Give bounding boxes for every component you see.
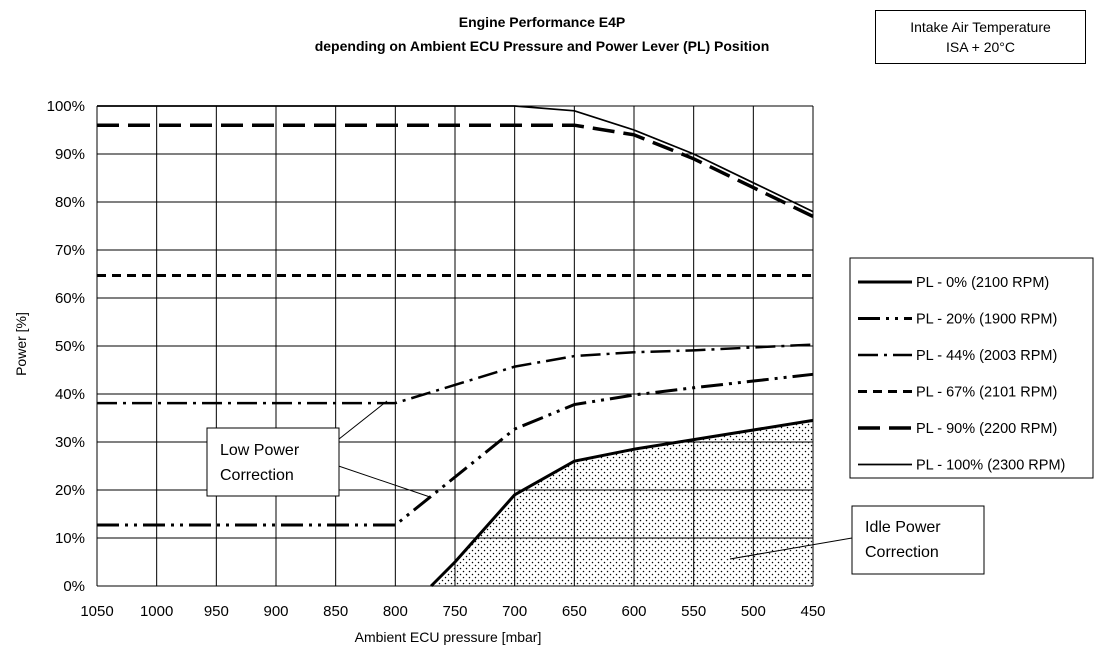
legend-label-4: PL - 90% (2200 RPM) (916, 421, 1057, 437)
x-tick-label-2: 950 (204, 603, 229, 620)
idle-power-label-line-1: Idle Power (865, 519, 941, 536)
legend-box (849, 257, 1094, 479)
legend-label-1: PL - 20% (1900 RPM) (916, 312, 1057, 328)
x-tick-label-6: 750 (442, 603, 467, 620)
y-tick-label-6: 60% (55, 290, 85, 307)
chart-title-line-1: Engine Performance E4P (459, 14, 626, 30)
y-tick-label-10: 100% (47, 98, 85, 115)
idle-power-annotation: Idle Power Correction (729, 505, 985, 575)
y-tick-label-4: 40% (55, 386, 85, 403)
x-tick-label-1: 1000 (140, 603, 173, 620)
idle-power-leader (729, 537, 853, 560)
low-power-box (206, 427, 340, 497)
x-tick-label-10: 550 (681, 603, 706, 620)
series-line-5 (97, 105, 814, 213)
idle-region-fill (431, 420, 813, 586)
y-tick-label-8: 80% (55, 194, 85, 211)
x-tick-labels: 1050 1000 950 900 850 800 750 700 650 600 550 500 45… (80, 603, 825, 620)
x-tick-label-12: 450 (800, 603, 825, 620)
series-line-4 (97, 123, 814, 218)
legend-label-2: PL - 44% (2003 RPM) (916, 348, 1057, 364)
x-tick-label-11: 500 (741, 603, 766, 620)
y-tick-label-1: 10% (55, 530, 85, 547)
x-tick-label-5: 800 (383, 603, 408, 620)
y-tick-label-5: 50% (55, 338, 85, 355)
y-axis-label: Power [%] (13, 312, 29, 376)
low-power-label-line-1: Low Power (220, 442, 300, 459)
legend-label-0: PL - 0% (2100 RPM) (916, 275, 1049, 291)
x-tick-label-8: 650 (562, 603, 587, 620)
series-line-1 (97, 372, 814, 527)
series-line-2 (97, 343, 814, 405)
intake-note-line-2: ISA + 20°C (945, 39, 1016, 55)
y-tick-label-2: 20% (55, 482, 85, 499)
idle-shaded-region (431, 420, 813, 586)
series-line-0 (430, 418, 814, 588)
low-power-annotation: Low Power Correction (206, 400, 431, 498)
x-tick-label-9: 600 (621, 603, 646, 620)
intake-air-temperature-note: Intake Air Temperature ISA + 20°C (875, 10, 1086, 64)
x-tick-label-4: 850 (323, 603, 348, 620)
low-power-label-line-2: Correction (220, 467, 294, 484)
y-tick-label-7: 70% (55, 242, 85, 259)
x-tick-label-7: 700 (502, 603, 527, 620)
y-tick-labels: 0% 10% 20% 30% 40% 50% 60% 70% 80% 90% 100% (47, 98, 85, 595)
chart-title-line-2: depending on Ambient ECU Pressure and Po… (315, 38, 770, 54)
series-lines (97, 105, 814, 588)
legend: PL - 0% (2100 RPM) PL - 20% (1900 RPM) PL … (849, 257, 1094, 479)
legend-label-5: PL - 100% (2300 RPM) (916, 458, 1065, 474)
idle-power-label-line-2: Correction (865, 544, 939, 561)
x-axis-label: Ambient ECU pressure [mbar] (355, 629, 542, 645)
x-tick-label-0: 1050 (80, 603, 113, 620)
y-tick-label-0: 0% (63, 578, 85, 595)
idle-power-box (851, 505, 985, 575)
legend-label-3: PL - 67% (2101 RPM) (916, 385, 1057, 401)
y-tick-label-3: 30% (55, 434, 85, 451)
y-tick-label-9: 90% (55, 146, 85, 163)
intake-note-line-1: Intake Air Temperature (910, 19, 1051, 35)
x-tick-label-3: 900 (263, 603, 288, 620)
